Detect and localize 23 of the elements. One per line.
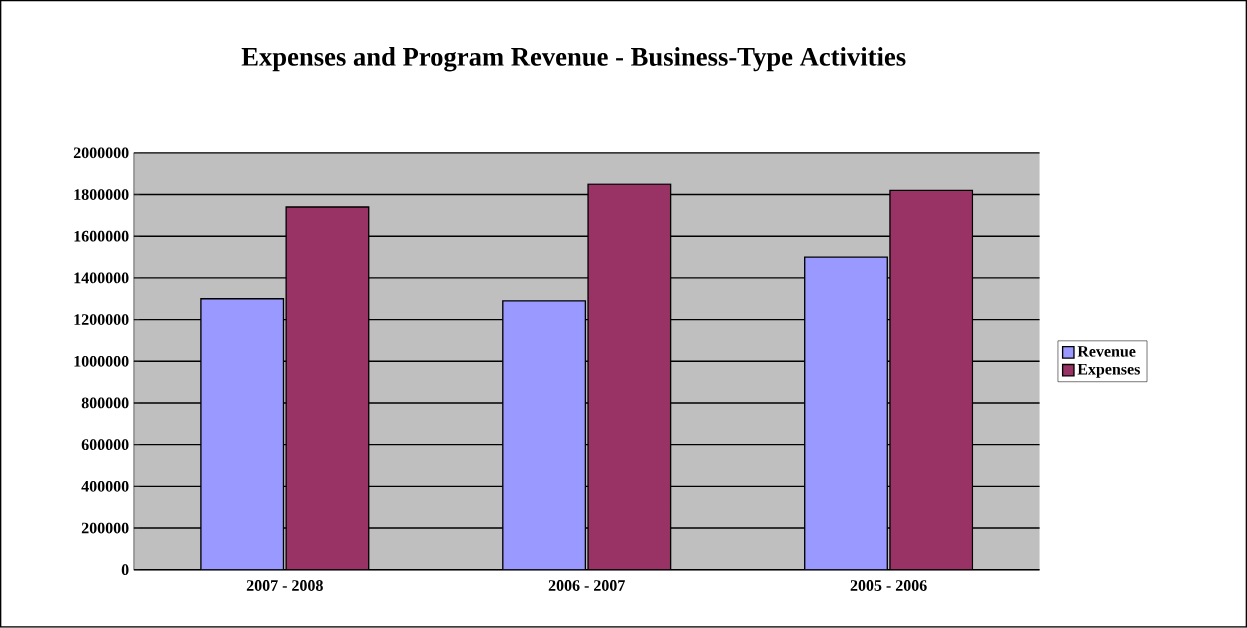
bar [889, 189, 974, 570]
y-tick-label: 1600000 [74, 230, 129, 242]
x-tick-label: 2006 - 2007 [548, 580, 625, 592]
legend-label: Expenses [1077, 364, 1140, 378]
chart-title: Expenses and Program Revenue - Business-Type Activities [241, 47, 906, 72]
x-tick-label: 2007 - 2008 [246, 580, 323, 592]
y-tick-label: 1400000 [74, 272, 129, 284]
bar [285, 206, 370, 570]
y-tick-label: 2000000 [73, 147, 129, 159]
y-tick-label: 1200000 [74, 314, 129, 326]
y-tick-label: 1800000 [74, 189, 129, 201]
x-tick-label: 2005 - 2006 [850, 580, 927, 592]
bar [587, 183, 672, 570]
bar [200, 298, 285, 570]
y-tick-label: 1000000 [74, 356, 129, 367]
legend-label: Revenue [1077, 346, 1136, 357]
y-tick-label: 0 [121, 564, 129, 576]
bar [502, 300, 587, 570]
bar [804, 256, 888, 570]
y-tick-label: 800000 [81, 397, 129, 409]
y-tick-label: 200000 [81, 522, 129, 534]
y-tick-label: 400000 [81, 481, 129, 492]
y-tick-label: 600000 [81, 439, 129, 451]
